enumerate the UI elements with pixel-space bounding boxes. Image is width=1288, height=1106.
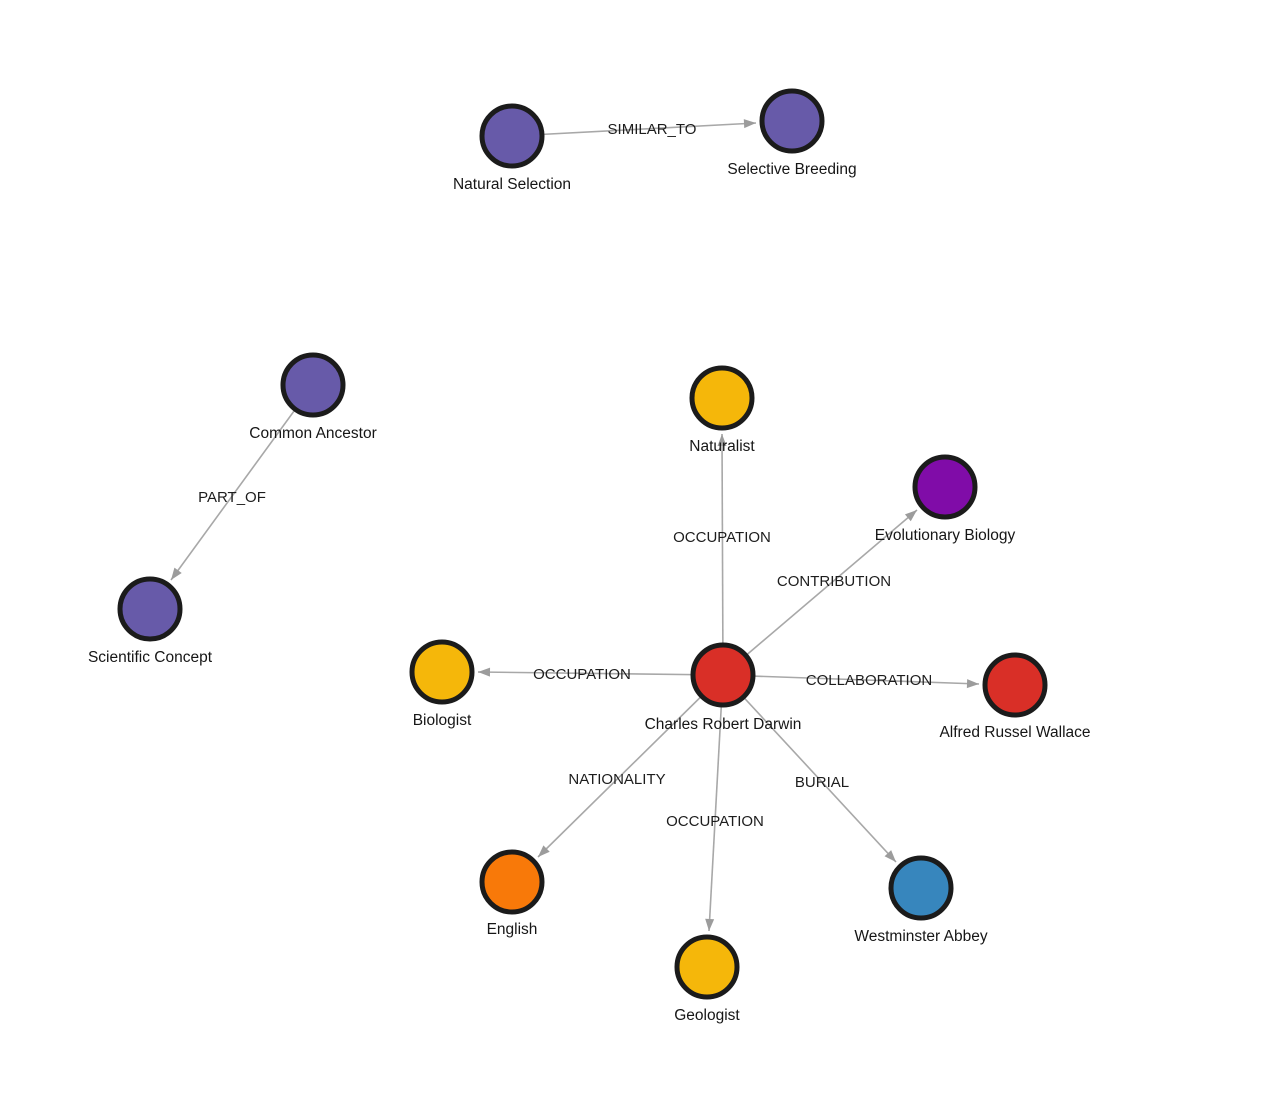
edge-line [705, 674, 724, 932]
edge-line [511, 119, 757, 137]
edge-darwin-naturalist: OCCUPATION [673, 433, 771, 676]
node-alfred-russel-wallace: Alfred Russel Wallace [939, 652, 1091, 741]
node-alfred-russel-wallace-label: Alfred Russel Wallace [939, 724, 1090, 741]
edge-line [722, 674, 897, 863]
node-geologist: Geologist [674, 934, 740, 1024]
edge-line [717, 433, 727, 676]
nodes-layer: Natural Selection Selective Breeding Com… [88, 88, 1091, 1024]
edge-darwin-geologist: OCCUPATION [666, 674, 764, 932]
node-naturalist-circle[interactable] [689, 365, 755, 431]
node-common-ancestor: Common Ancestor [249, 352, 377, 442]
node-evolutionary-biology: Evolutionary Biology [875, 454, 1016, 544]
node-naturalist-label: Naturalist [689, 438, 755, 455]
node-charles-robert-darwin-circle[interactable] [690, 642, 756, 708]
edge-darwin-alfred-russel-wallace: COLLABORATION [722, 672, 980, 689]
edge-darwin-westminster-abbey: BURIAL [722, 674, 897, 863]
edge-line [722, 674, 980, 689]
node-charles-robert-darwin-label: Charles Robert Darwin [645, 716, 802, 733]
edge-label: OCCUPATION [673, 529, 771, 546]
edge-label: OCCUPATION [666, 813, 764, 830]
node-selective-breeding-label: Selective Breeding [727, 161, 856, 178]
node-selective-breeding: Selective Breeding [727, 88, 857, 178]
node-common-ancestor-label: Common Ancestor [249, 425, 377, 442]
node-natural-selection-label: Natural Selection [453, 176, 571, 193]
edge-natural-selection-selective-breeding: SIMILAR_TO [511, 119, 757, 138]
node-charles-robert-darwin: Charles Robert Darwin [645, 642, 802, 733]
edge-label: NATIONALITY [568, 771, 665, 788]
node-natural-selection: Natural Selection [453, 103, 571, 193]
node-evolutionary-biology-label: Evolutionary Biology [875, 527, 1016, 544]
edge-darwin-biologist: OCCUPATION [477, 666, 724, 683]
node-geologist-label: Geologist [674, 1007, 740, 1024]
edge-label: PART_OF [198, 489, 266, 506]
node-scientific-concept-label: Scientific Concept [88, 649, 213, 666]
edge-darwin-evolutionary-biology: CONTRIBUTION [722, 509, 918, 676]
edge-line [170, 384, 314, 581]
edge-darwin-english: NATIONALITY [537, 674, 724, 858]
node-scientific-concept: Scientific Concept [88, 576, 213, 666]
node-english-label: English [487, 921, 538, 938]
node-natural-selection-circle[interactable] [479, 103, 545, 169]
node-naturalist: Naturalist [689, 365, 755, 455]
node-biologist-circle[interactable] [409, 639, 475, 705]
edge-line [722, 509, 918, 676]
edge-common-ancestor-scientific-concept: PART_OF [170, 384, 314, 581]
node-alfred-russel-wallace-circle[interactable] [982, 652, 1048, 718]
node-english-circle[interactable] [479, 849, 545, 915]
node-biologist: Biologist [409, 639, 475, 729]
edges-layer: SIMILAR_TO PART_OF OCCUPATION CONTRIBUTI… [170, 119, 980, 932]
node-english: English [479, 849, 545, 938]
node-common-ancestor-circle[interactable] [280, 352, 346, 418]
edge-label: CONTRIBUTION [777, 573, 891, 590]
node-selective-breeding-circle[interactable] [759, 88, 825, 154]
edge-label: BURIAL [795, 774, 849, 791]
node-westminster-abbey-circle[interactable] [888, 855, 954, 921]
node-geologist-circle[interactable] [674, 934, 740, 1000]
edge-label: SIMILAR_TO [608, 121, 697, 138]
node-westminster-abbey-label: Westminster Abbey [854, 928, 987, 945]
node-westminster-abbey: Westminster Abbey [854, 855, 988, 945]
node-evolutionary-biology-circle[interactable] [912, 454, 978, 520]
node-biologist-label: Biologist [413, 712, 472, 729]
edge-label: COLLABORATION [806, 672, 932, 689]
edge-line [537, 674, 724, 858]
edge-label: OCCUPATION [533, 666, 631, 683]
node-scientific-concept-circle[interactable] [117, 576, 183, 642]
edge-line [477, 667, 724, 677]
